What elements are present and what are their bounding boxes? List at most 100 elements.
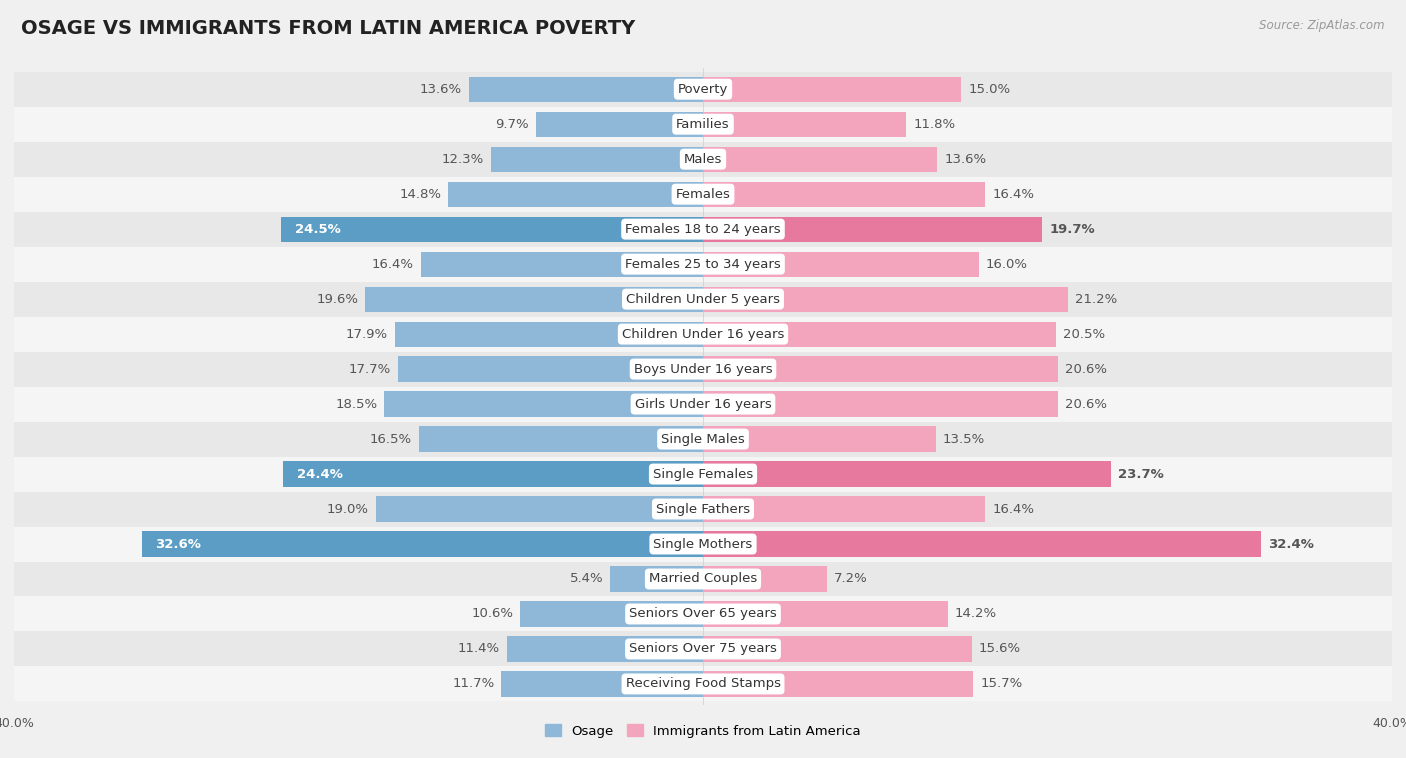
Text: Females 18 to 24 years: Females 18 to 24 years <box>626 223 780 236</box>
Bar <box>419 427 703 452</box>
Text: Children Under 16 years: Children Under 16 years <box>621 327 785 340</box>
Text: 7.2%: 7.2% <box>834 572 868 585</box>
Bar <box>14 107 1392 142</box>
Bar <box>703 287 1069 312</box>
Text: 11.8%: 11.8% <box>912 117 955 130</box>
Bar <box>703 321 1056 346</box>
Text: 10.6%: 10.6% <box>471 607 513 621</box>
Bar <box>703 566 827 591</box>
Bar <box>703 111 907 136</box>
Bar <box>14 317 1392 352</box>
Bar <box>14 211 1392 246</box>
Bar <box>14 177 1392 211</box>
Text: Single Fathers: Single Fathers <box>657 503 749 515</box>
Bar <box>703 146 938 172</box>
Text: 14.8%: 14.8% <box>399 188 441 201</box>
Text: 13.6%: 13.6% <box>420 83 461 96</box>
Text: Females: Females <box>675 188 731 201</box>
Bar <box>384 391 703 417</box>
Text: 5.4%: 5.4% <box>569 572 603 585</box>
Text: 9.7%: 9.7% <box>495 117 529 130</box>
Bar <box>703 601 948 627</box>
Text: 20.6%: 20.6% <box>1064 398 1107 411</box>
Bar <box>703 182 986 207</box>
Text: Children Under 5 years: Children Under 5 years <box>626 293 780 305</box>
Bar <box>14 456 1392 491</box>
Bar <box>502 672 703 697</box>
Bar <box>14 72 1392 107</box>
Bar <box>281 217 703 242</box>
Text: 16.0%: 16.0% <box>986 258 1028 271</box>
Text: 17.9%: 17.9% <box>346 327 388 340</box>
Text: 11.4%: 11.4% <box>457 643 499 656</box>
Bar <box>395 321 703 346</box>
Text: 20.6%: 20.6% <box>1064 362 1107 375</box>
Bar <box>703 462 1111 487</box>
Bar <box>14 631 1392 666</box>
Bar <box>703 637 972 662</box>
Text: 18.5%: 18.5% <box>336 398 377 411</box>
Text: 32.4%: 32.4% <box>1268 537 1313 550</box>
Bar <box>14 387 1392 421</box>
Legend: Osage, Immigrants from Latin America: Osage, Immigrants from Latin America <box>540 719 866 743</box>
Text: Females 25 to 34 years: Females 25 to 34 years <box>626 258 780 271</box>
Text: Girls Under 16 years: Girls Under 16 years <box>634 398 772 411</box>
Text: 21.2%: 21.2% <box>1076 293 1118 305</box>
Text: Married Couples: Married Couples <box>650 572 756 585</box>
Bar <box>14 352 1392 387</box>
Text: 12.3%: 12.3% <box>441 152 484 166</box>
Text: Source: ZipAtlas.com: Source: ZipAtlas.com <box>1260 19 1385 32</box>
Text: 19.6%: 19.6% <box>316 293 359 305</box>
Text: Single Females: Single Females <box>652 468 754 481</box>
Bar <box>283 462 703 487</box>
Text: OSAGE VS IMMIGRANTS FROM LATIN AMERICA POVERTY: OSAGE VS IMMIGRANTS FROM LATIN AMERICA P… <box>21 19 636 38</box>
Bar <box>703 531 1261 556</box>
Text: Boys Under 16 years: Boys Under 16 years <box>634 362 772 375</box>
Text: Families: Families <box>676 117 730 130</box>
Bar <box>703 252 979 277</box>
Text: 32.6%: 32.6% <box>155 537 201 550</box>
Bar <box>703 672 973 697</box>
Text: Poverty: Poverty <box>678 83 728 96</box>
Bar <box>142 531 703 556</box>
Text: 20.5%: 20.5% <box>1063 327 1105 340</box>
Text: 16.4%: 16.4% <box>993 503 1035 515</box>
Bar <box>703 427 935 452</box>
Bar <box>468 77 703 102</box>
Bar <box>398 356 703 382</box>
Text: 24.4%: 24.4% <box>297 468 343 481</box>
Bar <box>536 111 703 136</box>
Bar <box>703 356 1057 382</box>
Bar <box>491 146 703 172</box>
Bar <box>14 527 1392 562</box>
Text: Seniors Over 75 years: Seniors Over 75 years <box>628 643 778 656</box>
Text: 24.5%: 24.5% <box>295 223 340 236</box>
Bar <box>375 496 703 522</box>
Text: 13.5%: 13.5% <box>942 433 984 446</box>
Text: 19.7%: 19.7% <box>1049 223 1095 236</box>
Text: Receiving Food Stamps: Receiving Food Stamps <box>626 678 780 691</box>
Bar <box>14 142 1392 177</box>
Text: 23.7%: 23.7% <box>1118 468 1164 481</box>
Bar <box>703 217 1042 242</box>
Text: 13.6%: 13.6% <box>945 152 986 166</box>
Text: 15.0%: 15.0% <box>969 83 1011 96</box>
Bar <box>14 666 1392 701</box>
Text: 11.7%: 11.7% <box>453 678 495 691</box>
Bar <box>14 421 1392 456</box>
Text: 16.4%: 16.4% <box>371 258 413 271</box>
Bar <box>420 252 703 277</box>
Text: Males: Males <box>683 152 723 166</box>
Bar <box>14 491 1392 527</box>
Text: 19.0%: 19.0% <box>326 503 368 515</box>
Bar <box>449 182 703 207</box>
Text: 15.6%: 15.6% <box>979 643 1021 656</box>
Bar <box>610 566 703 591</box>
Text: 14.2%: 14.2% <box>955 607 997 621</box>
Bar <box>14 562 1392 597</box>
Bar <box>703 496 986 522</box>
Text: 16.5%: 16.5% <box>370 433 412 446</box>
Bar <box>520 601 703 627</box>
Bar <box>14 282 1392 317</box>
Bar <box>506 637 703 662</box>
